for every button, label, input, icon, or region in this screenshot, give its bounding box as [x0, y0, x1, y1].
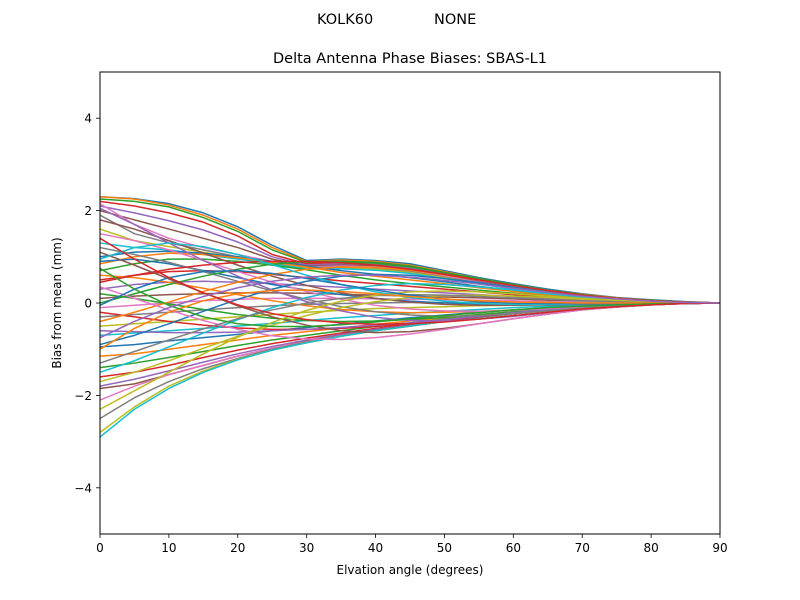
plot-area — [99, 195, 721, 438]
y-tick-label: 2 — [84, 204, 92, 218]
series-line-55 — [99, 274, 721, 339]
x-tick-label: 40 — [368, 541, 383, 555]
x-tick-label: 0 — [96, 541, 104, 555]
series-line-49 — [99, 290, 721, 410]
x-tick-label: 20 — [230, 541, 245, 555]
y-tick-label: −4 — [74, 481, 92, 495]
chart-title: Delta Antenna Phase Biases: SBAS-L1 — [273, 51, 547, 67]
axes-frame — [99, 71, 721, 535]
y-axis-ticks: −4 −2 0 2 4 — [74, 112, 100, 495]
x-tick-label: 90 — [712, 541, 727, 555]
x-tick-label: 70 — [575, 541, 590, 555]
suptitle-setting: NONE — [434, 12, 476, 28]
series-line-52 — [99, 289, 720, 350]
y-axis-label: Bias from mean (mm) — [50, 237, 64, 368]
series-line-53 — [99, 267, 721, 328]
x-tick-label: 60 — [506, 541, 521, 555]
suptitle-station: KOLK60 — [317, 12, 373, 28]
y-tick-label: 4 — [84, 112, 92, 126]
x-tick-label: 30 — [299, 541, 314, 555]
x-tick-label: 80 — [643, 541, 658, 555]
x-tick-label: 10 — [161, 541, 176, 555]
y-tick-label: 0 — [84, 297, 92, 311]
x-axis-ticks: 0 10 20 30 40 50 60 70 80 90 — [96, 534, 728, 555]
x-axis-label: Elvation angle (degrees) — [337, 563, 484, 577]
series-line-54 — [99, 237, 721, 325]
y-tick-label: −2 — [74, 389, 92, 403]
x-tick-label: 50 — [437, 541, 452, 555]
